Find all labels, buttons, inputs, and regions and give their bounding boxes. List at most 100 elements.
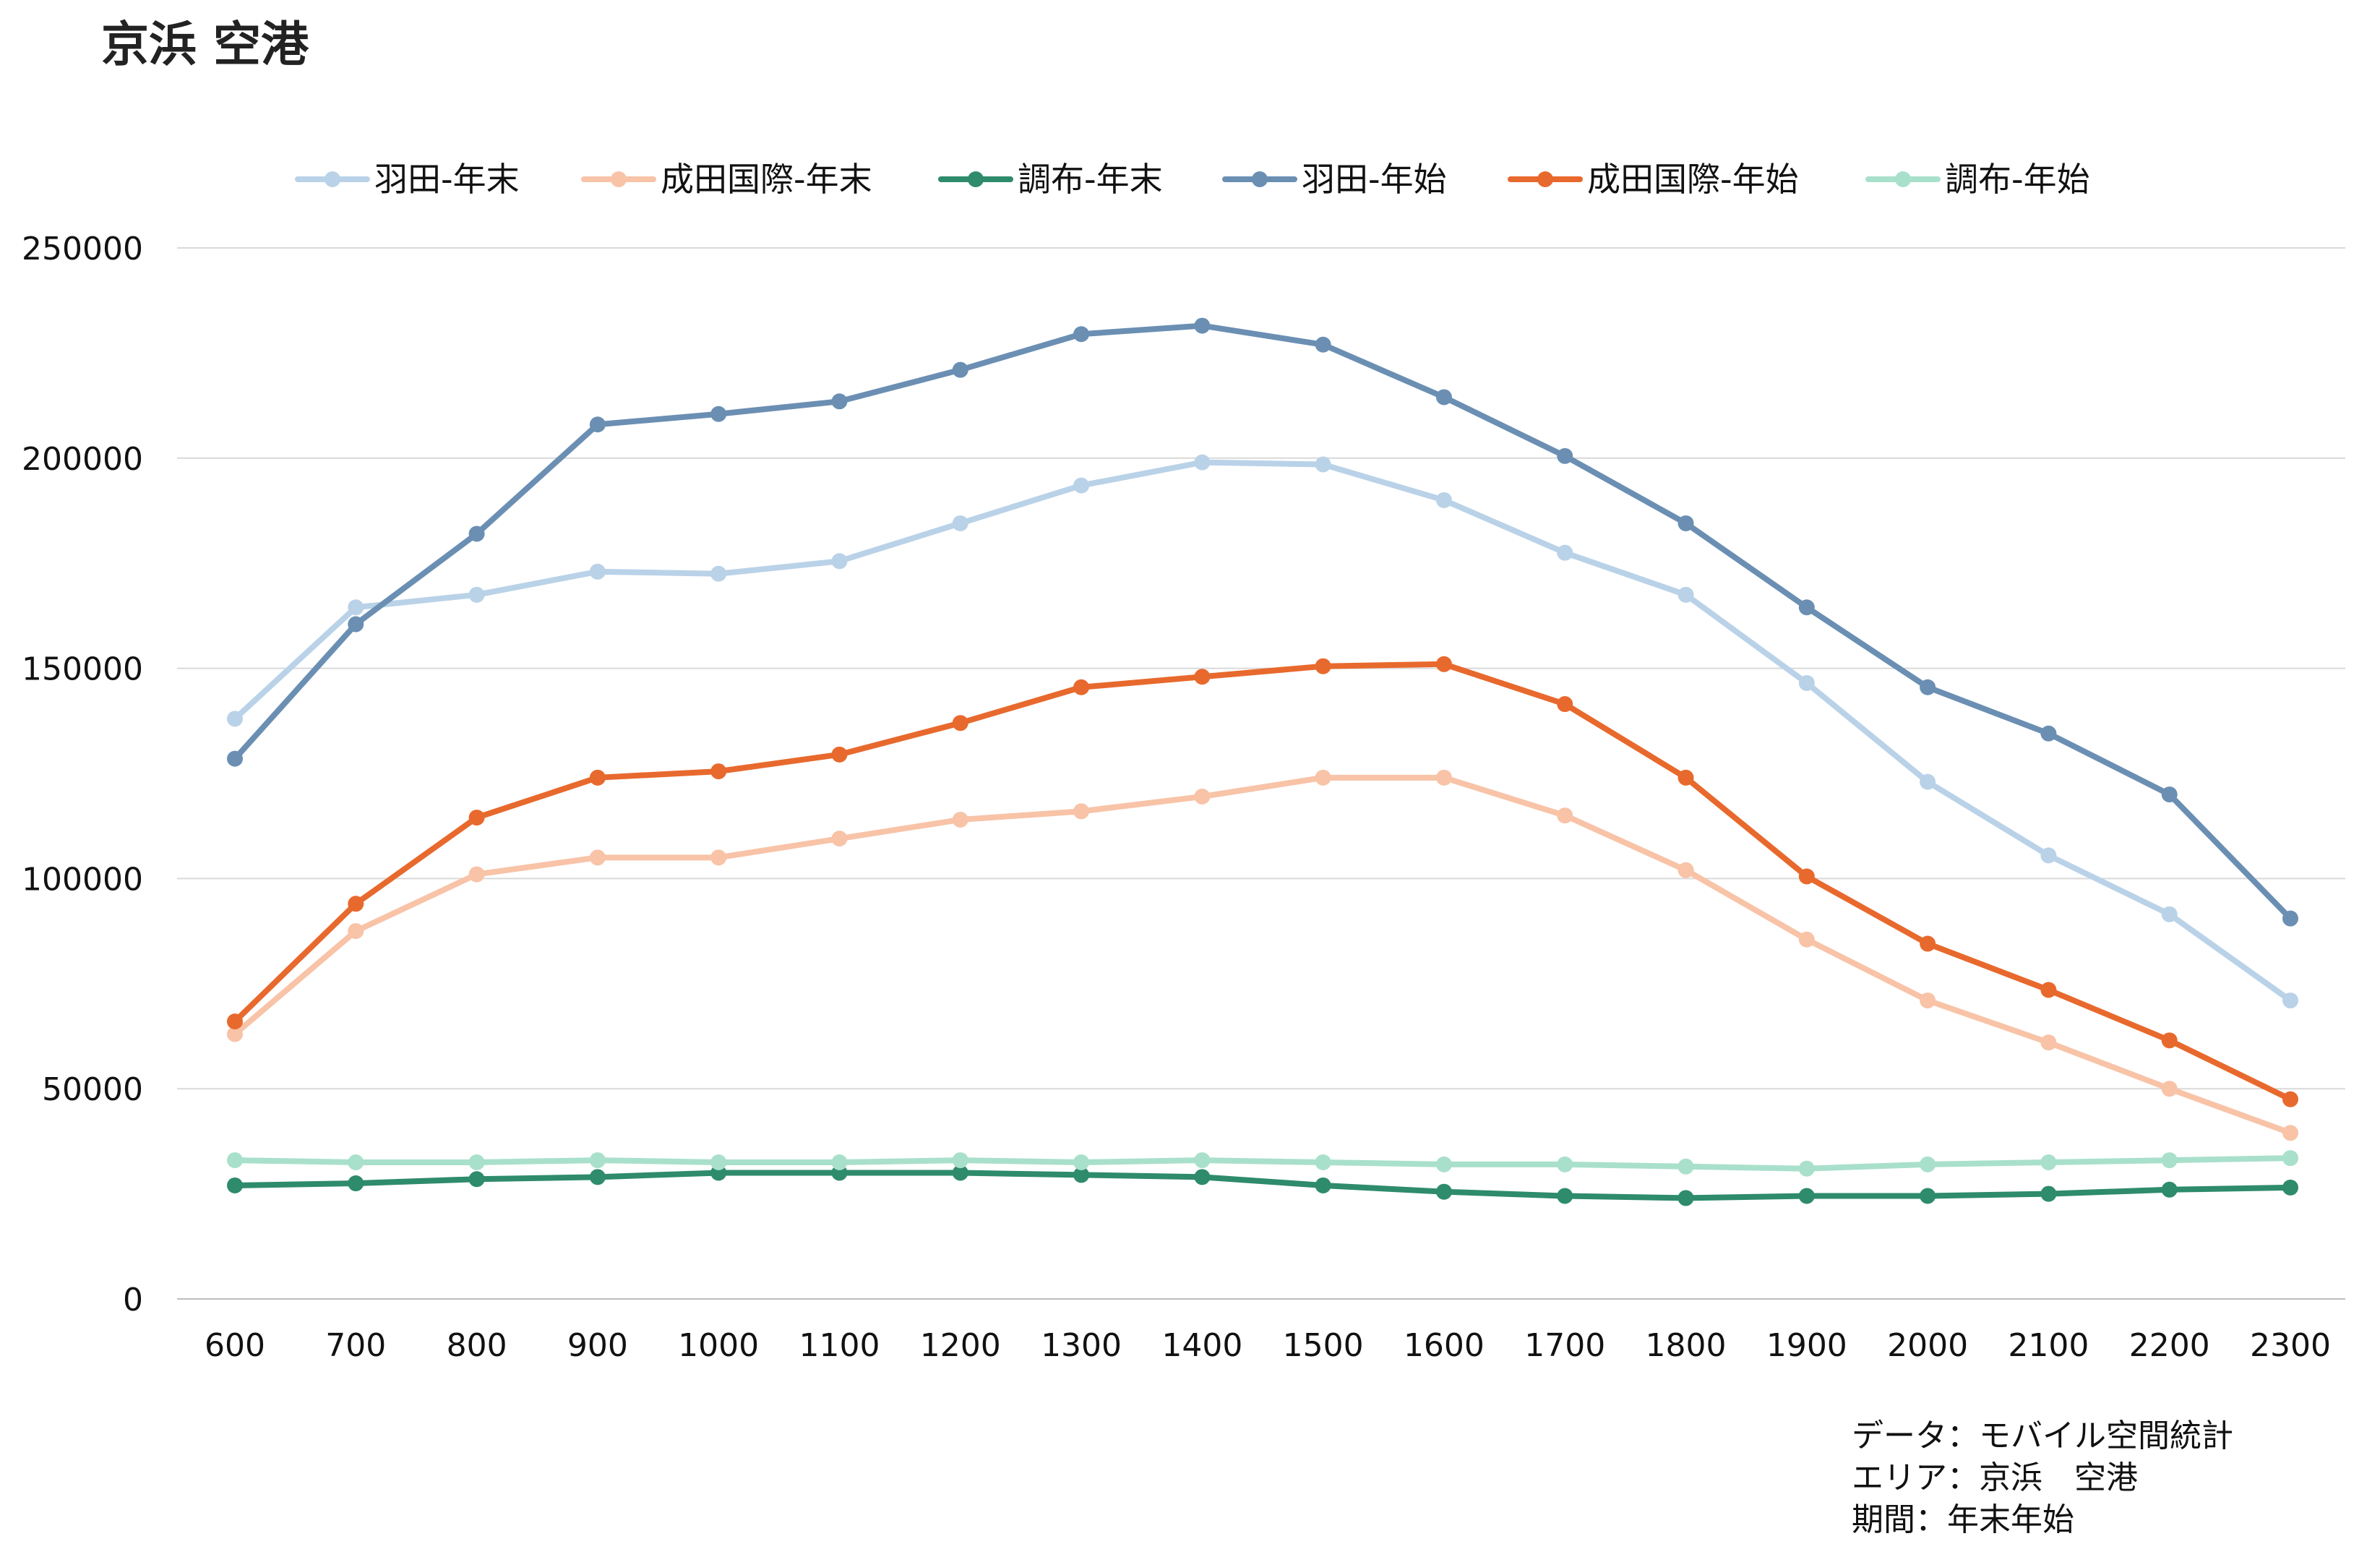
data-point: [1557, 447, 1573, 464]
series-3: [227, 1164, 2298, 1206]
y-tick-label: 150000: [22, 651, 143, 688]
data-point: [1435, 492, 1452, 508]
data-point: [1677, 862, 1694, 878]
data-point: [468, 526, 485, 542]
data-point: [831, 393, 848, 410]
y-tick-label: 100000: [22, 861, 143, 898]
data-point: [1677, 769, 1694, 786]
data-point: [1435, 389, 1452, 406]
data-point: [1798, 674, 1815, 691]
legend-swatch-marker: [968, 171, 984, 187]
x-tick-label: 1000: [678, 1327, 759, 1364]
legend-item-4: 羽田-年始: [1222, 160, 1447, 199]
data-point: [2161, 786, 2178, 803]
x-tick-label: 2200: [2129, 1327, 2210, 1364]
data-point: [2161, 1032, 2178, 1049]
note-area: エリア：京浜 空港: [1852, 1459, 2138, 1496]
data-point: [1315, 456, 1331, 473]
data-point: [2282, 910, 2298, 927]
legend-label: 調布-年始: [1945, 160, 2090, 199]
y-tick-label: 250000: [22, 231, 143, 267]
data-point: [1557, 1156, 1573, 1172]
data-point: [952, 515, 968, 531]
data-point: [1677, 515, 1694, 531]
data-point: [1435, 769, 1452, 786]
data-point: [227, 1013, 243, 1030]
source-notes: データ：モバイル空間統計 エリア：京浜 空港 期間：年末年始: [1852, 1415, 2233, 1541]
data-point: [710, 1154, 727, 1170]
y-tick-label: 0: [123, 1282, 143, 1318]
legend-swatch-marker: [1895, 171, 1911, 187]
data-point: [227, 711, 243, 727]
data-point: [1798, 1160, 1815, 1177]
data-point: [1798, 599, 1815, 616]
gridlines: [177, 247, 2345, 1300]
series-line: [232, 322, 2293, 922]
data-point: [348, 1154, 364, 1170]
legend-label: 調布-年末: [1018, 160, 1163, 199]
data-point: [710, 406, 727, 422]
data-point: [1194, 1152, 1211, 1169]
data-point: [1435, 656, 1452, 672]
series-2: [227, 769, 2298, 1141]
series-5: [227, 656, 2298, 1107]
x-tick-label: 1400: [1161, 1327, 1242, 1364]
data-point: [1315, 658, 1331, 674]
legend-item-3: 調布-年末: [938, 160, 1163, 199]
data-point: [1920, 773, 1936, 790]
data-point: [1194, 669, 1211, 685]
data-point: [2040, 847, 2057, 864]
data-point: [1920, 1188, 1936, 1204]
legend-label: 羽田-年始: [1302, 160, 1447, 199]
data-point: [1194, 1169, 1211, 1185]
legend-label: 成田国際-年始: [1587, 160, 1799, 199]
data-point: [710, 565, 727, 582]
data-point: [710, 763, 727, 780]
data-point: [1435, 1156, 1452, 1172]
data-point: [348, 896, 364, 912]
data-point: [589, 1169, 606, 1185]
data-point: [1798, 931, 1815, 948]
legend-swatch-marker: [611, 171, 627, 187]
data-point: [468, 866, 485, 883]
data-point: [1677, 1158, 1694, 1175]
data-point: [227, 1177, 243, 1193]
data-point: [1073, 326, 1090, 343]
data-point: [227, 750, 243, 767]
data-point: [1073, 679, 1090, 695]
data-point: [1315, 336, 1331, 353]
series-line: [232, 1155, 2293, 1172]
x-tick-label: 900: [567, 1327, 628, 1364]
data-point: [348, 923, 364, 940]
data-point: [589, 563, 606, 580]
series-6: [227, 1150, 2298, 1177]
data-point: [2282, 992, 2298, 1009]
data-point: [2161, 906, 2178, 922]
legend-swatch-marker: [325, 171, 340, 187]
data-point: [710, 849, 727, 866]
data-point: [468, 1154, 485, 1170]
data-point: [952, 361, 968, 378]
data-point: [1557, 807, 1573, 824]
data-point: [2040, 1185, 2057, 1202]
data-point: [1677, 586, 1694, 603]
data-point: [589, 849, 606, 866]
data-point: [831, 746, 848, 763]
legend-item-1: 羽田-年末: [295, 160, 520, 199]
legend: 羽田-年末 成田国際-年末 調布-年末 羽田-年始 成田国際-年始 調布-年始: [295, 160, 2090, 199]
data-point: [2040, 725, 2057, 742]
data-point: [2040, 982, 2057, 998]
series-1: [227, 454, 2298, 1009]
x-tick-label: 1900: [1766, 1327, 1847, 1364]
x-tick-label: 1200: [920, 1327, 1001, 1364]
data-point: [348, 616, 364, 632]
x-tick-label: 1300: [1041, 1327, 1122, 1364]
x-tick-label: 2100: [2008, 1327, 2089, 1364]
data-point: [1920, 992, 1936, 1009]
data-point: [2161, 1181, 2178, 1198]
data-point: [952, 1164, 968, 1181]
note-period: 期間：年末年始: [1852, 1501, 2074, 1538]
data-point: [1557, 696, 1573, 713]
data-point: [1194, 788, 1211, 805]
series-4: [227, 317, 2298, 927]
